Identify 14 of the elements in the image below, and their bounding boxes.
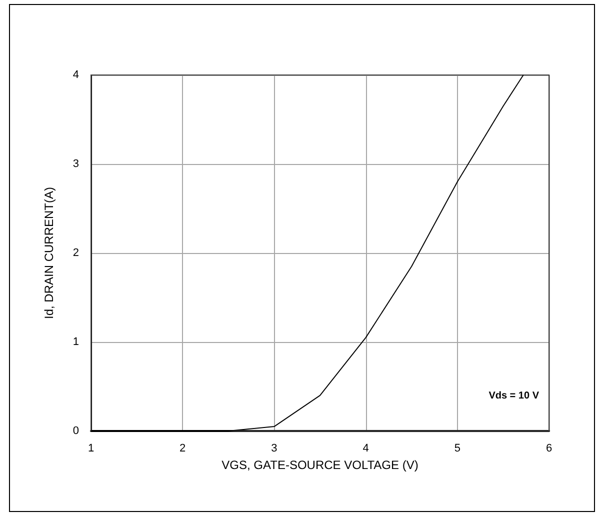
y-tick-label: 1 <box>72 336 79 348</box>
y-tick-label: 0 <box>72 425 79 437</box>
x-tick-label: 4 <box>362 442 369 454</box>
x-tick-label: 3 <box>271 442 278 454</box>
y-tick-label: 3 <box>72 158 79 170</box>
x-tick-label: 5 <box>454 442 460 454</box>
y-tick-label: 2 <box>72 247 79 259</box>
annotation: Vds = 10 V <box>488 390 540 402</box>
x-tick-label: 1 <box>88 442 94 454</box>
x-tick-label: 2 <box>180 442 186 454</box>
y-tick-label: 4 <box>72 69 79 81</box>
x-axis-title: VGS, GATE-SOURCE VOLTAGE (V) <box>222 458 418 472</box>
y-axis-title: Id, DRAIN CURRENT(A) <box>42 186 56 320</box>
x-tick-label: 6 <box>546 442 552 454</box>
